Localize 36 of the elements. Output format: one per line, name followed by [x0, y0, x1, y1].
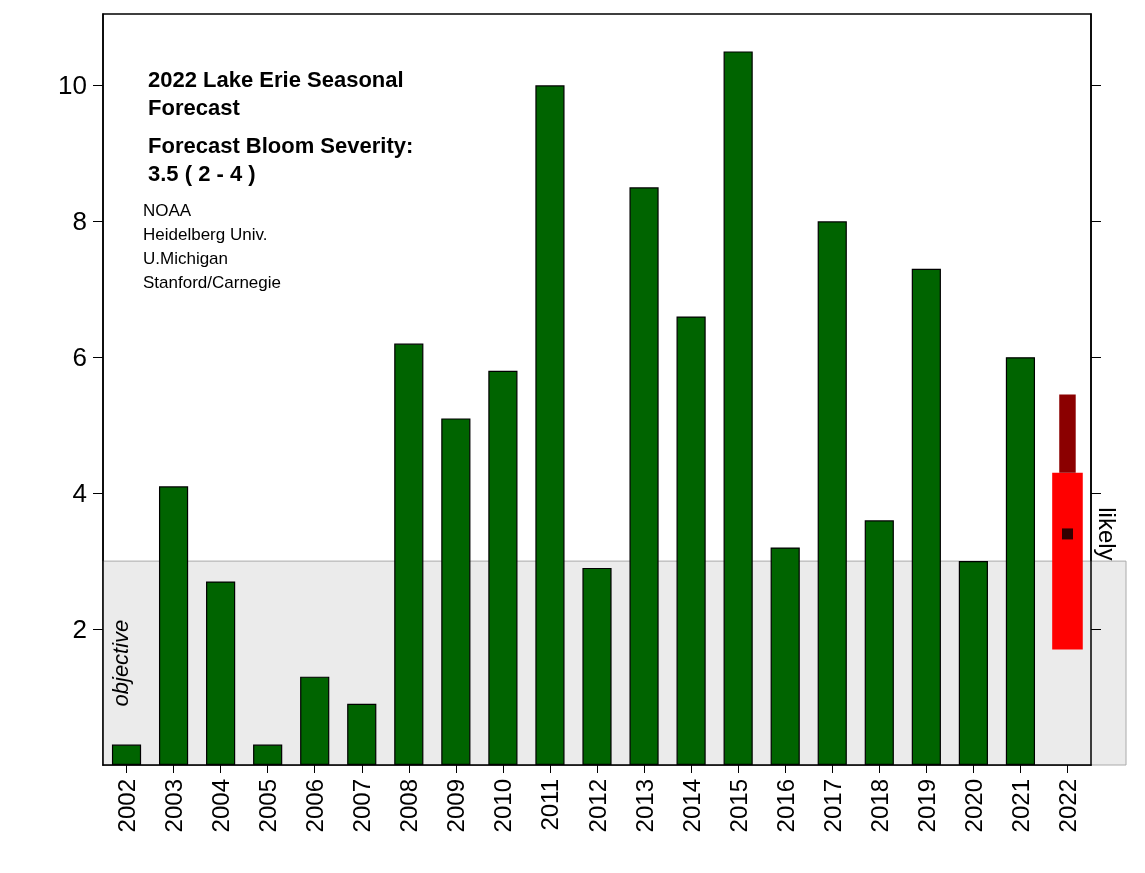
x-tick-label: 2018: [865, 779, 893, 833]
text: Forecast Bloom Severity: 3.5 ( 2 - 4 ): [148, 132, 420, 186]
bar: [1059, 394, 1076, 473]
y-tick-label: 6: [72, 342, 87, 373]
annotation: likely: [1093, 507, 1121, 561]
x-tick-label: 2014: [677, 779, 705, 833]
x-tick-label: 2013: [630, 779, 658, 833]
x-tick-label: 2020: [959, 779, 987, 833]
text: 2022 Lake Erie Seasonal Forecast: [148, 66, 410, 120]
y-tick-label: 8: [72, 206, 87, 237]
x-tick-label: 2010: [489, 779, 517, 833]
band-label: objective: [107, 619, 133, 707]
x-tick-label: 2007: [348, 779, 376, 833]
x-tick-label: 2005: [254, 779, 282, 833]
x-tick-label: 2015: [724, 779, 752, 833]
annotation: U.Michigan: [143, 248, 229, 268]
y-tick-label: 4: [72, 478, 87, 509]
x-tick-label: 2003: [160, 779, 188, 833]
x-tick-label: 2011: [536, 779, 564, 831]
x-tick-label: 2004: [207, 779, 235, 833]
y-tick-label: 2: [72, 614, 87, 645]
x-tick-label: 2008: [395, 779, 423, 833]
x-tick-label: 2009: [442, 779, 470, 833]
annotation: Stanford/Carnegie: [143, 272, 281, 292]
x-tick-label: 2012: [583, 779, 611, 833]
bar: [1052, 472, 1083, 650]
annotation: NOAA: [143, 200, 192, 220]
x-tick-label: 2016: [771, 779, 799, 833]
x-tick-label: 2006: [301, 779, 329, 833]
x-tick-label: 2019: [912, 779, 940, 833]
x-tick-label: 2021: [1006, 779, 1034, 833]
x-tick-label: 2002: [113, 779, 141, 833]
x-tick-label: 2017: [818, 779, 846, 833]
annotation: Heidelberg Univ.: [143, 224, 268, 244]
x-tick-label: 2022: [1053, 779, 1081, 833]
y-tick-label: 10: [58, 70, 87, 101]
